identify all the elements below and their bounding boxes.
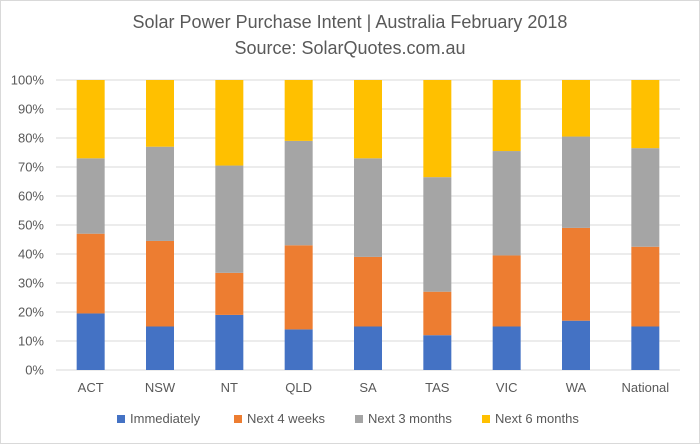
bar-wa-immediately xyxy=(562,320,590,370)
x-tick-label: National xyxy=(621,380,669,395)
legend-label: Next 3 months xyxy=(368,411,452,426)
y-axis-ticks: 0% 10% 20% 30% 40% 50% 60% 70% 80% 90% 100% xyxy=(11,73,45,378)
bar-nt-immediately xyxy=(215,314,244,370)
y-tick-label: 90% xyxy=(18,102,44,117)
x-tick-label: WA xyxy=(566,380,587,395)
bar-qld-next-6-months xyxy=(284,80,313,141)
bars xyxy=(76,80,660,370)
bar-act-immediately xyxy=(76,313,105,370)
y-tick-label: 20% xyxy=(18,305,44,320)
bar-national-next-3-months xyxy=(631,148,660,247)
bar-wa-next-4-weeks xyxy=(562,227,590,321)
legend-label: Next 6 months xyxy=(495,411,579,426)
x-tick-label: QLD xyxy=(285,380,312,395)
bar-tas-next-3-months xyxy=(423,177,452,292)
bar-nsw-next-3-months xyxy=(146,146,174,241)
bar-wa-next-3-months xyxy=(562,136,590,228)
x-axis-ticks: ACT NSW NT QLD SA TAS VIC WA National xyxy=(78,380,670,395)
bar-tas-next-6-months xyxy=(423,80,452,178)
bar-qld-immediately xyxy=(284,329,313,370)
legend: Immediately Next 4 weeks Next 3 months Next… xyxy=(117,411,579,426)
y-tick-label: 50% xyxy=(18,218,44,233)
bar-vic-next-3-months xyxy=(492,151,521,256)
x-tick-label: SA xyxy=(359,380,377,395)
legend-label: Next 4 weeks xyxy=(247,411,326,426)
bar-qld-next-3-months xyxy=(284,140,313,246)
chart-subtitle: Source: SolarQuotes.com.au xyxy=(234,38,465,58)
bar-tas-immediately xyxy=(423,335,452,370)
x-tick-label: NSW xyxy=(145,380,176,395)
y-tick-label: 0% xyxy=(25,363,44,378)
y-tick-label: 30% xyxy=(18,276,44,291)
bar-act-next-3-months xyxy=(76,158,105,234)
bar-vic-immediately xyxy=(492,326,521,370)
y-tick-label: 80% xyxy=(18,131,44,146)
legend-label: Immediately xyxy=(130,411,201,426)
bar-vic-next-4-weeks xyxy=(492,255,521,327)
bar-sa-next-6-months xyxy=(354,80,382,159)
y-tick-label: 100% xyxy=(11,73,45,88)
x-tick-label: NT xyxy=(221,380,238,395)
legend-swatch xyxy=(482,415,490,423)
bar-sa-next-4-weeks xyxy=(354,256,382,327)
bar-wa-next-6-months xyxy=(562,80,590,137)
bar-tas-next-4-weeks xyxy=(423,291,452,336)
x-tick-label: ACT xyxy=(78,380,104,395)
bar-act-next-4-weeks xyxy=(76,233,105,314)
legend-swatch xyxy=(117,415,125,423)
bar-national-next-6-months xyxy=(631,80,660,149)
y-tick-label: 70% xyxy=(18,160,44,175)
bar-sa-immediately xyxy=(354,326,382,370)
bar-nsw-next-6-months xyxy=(146,80,174,147)
y-tick-label: 40% xyxy=(18,247,44,262)
bar-sa-next-3-months xyxy=(354,158,382,257)
bar-nt-next-6-months xyxy=(215,80,244,166)
bar-act-next-6-months xyxy=(76,80,105,159)
y-tick-label: 60% xyxy=(18,189,44,204)
bar-nt-next-3-months xyxy=(215,165,244,273)
bar-nt-next-4-weeks xyxy=(215,272,244,315)
chart-title: Solar Power Purchase Intent | Australia … xyxy=(133,12,568,32)
bar-nsw-immediately xyxy=(146,326,174,370)
bar-national-immediately xyxy=(631,326,660,370)
y-tick-label: 10% xyxy=(18,334,44,349)
legend-swatch xyxy=(355,415,363,423)
bar-nsw-next-4-weeks xyxy=(146,240,174,327)
x-tick-label: TAS xyxy=(425,380,450,395)
legend-swatch xyxy=(234,415,242,423)
bar-vic-next-6-months xyxy=(492,80,521,152)
bar-qld-next-4-weeks xyxy=(284,245,313,330)
bar-national-next-4-weeks xyxy=(631,246,660,327)
x-tick-label: VIC xyxy=(496,380,518,395)
